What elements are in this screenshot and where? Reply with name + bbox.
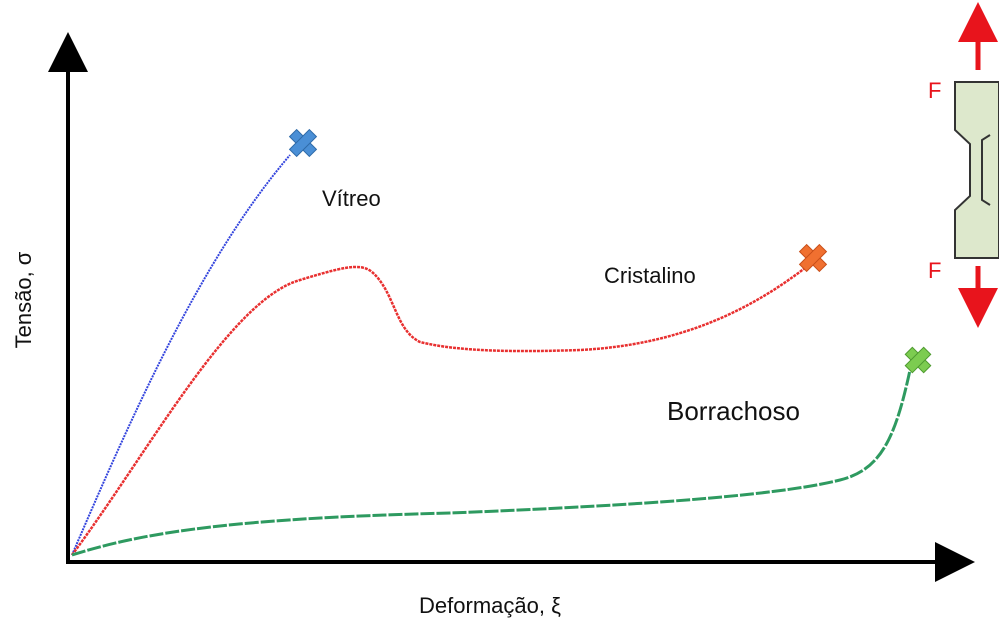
break-mark — [904, 346, 932, 374]
x-axis-label: Deformação, ξ — [419, 593, 561, 618]
break-mark — [288, 128, 318, 158]
specimen-detail — [981, 134, 991, 206]
force-label: F — [928, 78, 941, 103]
specimen — [954, 81, 999, 259]
force-label: F — [928, 258, 941, 283]
curve-label: Cristalino — [604, 263, 696, 288]
glassy-curve — [71, 154, 291, 556]
curve-label: Vítreo — [322, 186, 381, 211]
y-axis-label: Tensão, σ — [11, 251, 36, 348]
crystalline-curve — [70, 265, 806, 556]
curve-label: Borrachoso — [667, 396, 800, 426]
break-mark — [798, 243, 828, 273]
rubbery-curve — [71, 369, 912, 557]
